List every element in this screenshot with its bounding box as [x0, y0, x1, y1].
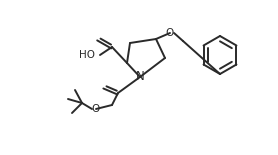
Text: HO: HO [79, 50, 95, 60]
Text: O: O [166, 28, 174, 38]
Text: O: O [92, 104, 100, 114]
Text: N: N [136, 71, 144, 84]
